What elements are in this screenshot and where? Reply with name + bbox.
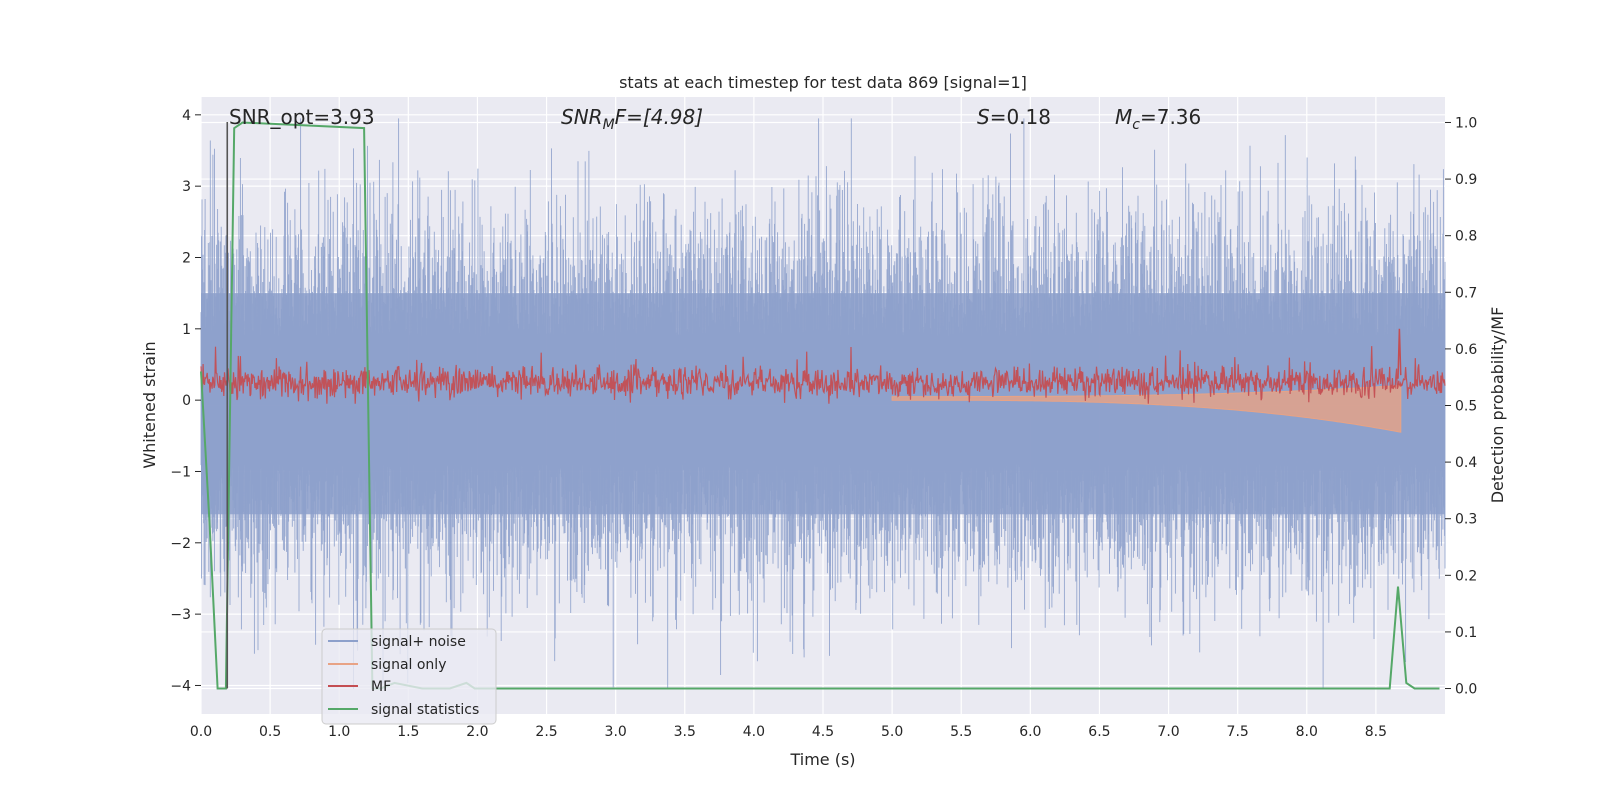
y-right-tick-label: 0.9 — [1455, 172, 1477, 188]
x-tick-label: 8.5 — [1365, 724, 1387, 740]
y-right-tick-label: 1.0 — [1455, 115, 1477, 131]
x-tick-label: 3.5 — [674, 724, 696, 740]
x-axis-label: Time (s) — [789, 750, 855, 769]
y-tick-label: 4 — [182, 108, 191, 124]
snr-mf-italic: SNR — [561, 105, 603, 129]
x-tick-label: 8.0 — [1296, 724, 1318, 740]
y-right-tick-label: 0.7 — [1455, 285, 1477, 301]
y-axis-label: Whitened strain — [140, 341, 159, 468]
legend-frame — [321, 628, 497, 725]
mc-italic: M — [1115, 105, 1132, 129]
y-right-tick-label: 0.1 — [1455, 625, 1477, 641]
y-right-tick-label: 0.5 — [1455, 399, 1477, 415]
x-tick-labels: 0.0 0.5 1.0 1.5 2.0 2.5 3.0 3.5 4.0 4.5 5.0 5.5 6.0 6… — [190, 724, 1387, 740]
x-tick-label: 5.0 — [881, 724, 903, 740]
x-tick-label: 0.5 — [259, 724, 281, 740]
legend-label-signal-noise: signal+ noise — [371, 634, 466, 650]
y-tick-label: 3 — [182, 179, 191, 195]
mc-subscript: c — [1132, 117, 1140, 133]
y-tick-label: −3 — [170, 607, 191, 623]
x-tick-label: 4.0 — [743, 724, 765, 740]
s-italic: S — [977, 105, 990, 129]
x-tick-label: 7.0 — [1157, 724, 1179, 740]
s-annotation: S=0.18 — [977, 105, 1051, 129]
y-right-tick-label: 0.8 — [1455, 229, 1477, 245]
x-tick-label: 2.0 — [466, 724, 488, 740]
x-tick-label: 1.5 — [397, 724, 419, 740]
y-right-tick-label: 0.2 — [1455, 568, 1477, 584]
y-tick-label: 2 — [182, 250, 191, 266]
signal-only-series — [891, 384, 1402, 433]
y-right-axis-label: Detection probability/MF — [1488, 307, 1507, 504]
mf-line — [200, 346, 1446, 404]
mc-annotation: Mc=7.36 — [1115, 105, 1201, 133]
mf-series — [200, 328, 1446, 404]
y-tick-label: −1 — [170, 464, 191, 480]
y-tick-label: 1 — [182, 322, 191, 338]
x-tick-label: 2.5 — [535, 724, 557, 740]
legend-label-signal-statistics: signal statistics — [371, 702, 479, 718]
y-tick-label: −2 — [170, 536, 191, 552]
y-tick-label: 0 — [182, 393, 191, 409]
y-tick-label: −4 — [170, 678, 191, 694]
y-right-tick-label: 0.6 — [1455, 342, 1477, 358]
s-value: =0.18 — [990, 105, 1051, 129]
mf-peak — [1397, 328, 1402, 379]
x-tick-label: 5.5 — [950, 724, 972, 740]
signal-only-line — [891, 384, 1402, 433]
x-tick-label: 6.5 — [1088, 724, 1110, 740]
chart-title: stats at each timestep for test data 869… — [619, 73, 1027, 92]
snr-mf-annotation: SNRMF=[4.98] — [561, 105, 703, 133]
mc-value: =7.36 — [1140, 105, 1201, 129]
snr-mf-value: F=[4.98] — [615, 105, 703, 129]
x-tick-label: 1.0 — [328, 724, 350, 740]
x-tick-label: 0.0 — [190, 724, 212, 740]
x-tick-label: 6.0 — [1019, 724, 1041, 740]
legend: signal+ noise signal only MF signal stat… — [321, 628, 497, 725]
y-right-tick-labels: 1.0 0.9 0.8 0.7 0.6 0.5 0.4 0.3 0.2 0.1 0.0 — [1445, 115, 1477, 698]
snr-opt-annotation: SNR_opt=3.93 — [229, 105, 375, 129]
y-right-tick-label: 0.3 — [1455, 512, 1477, 528]
x-tick-label: 3.0 — [605, 724, 627, 740]
snr-mf-subscript: M — [603, 117, 615, 133]
y-right-tick-label: 0.0 — [1455, 682, 1477, 698]
legend-label-signal-only: signal only — [371, 657, 446, 673]
y-tick-labels: 4 3 2 1 0 −1 −2 −3 −4 — [170, 108, 201, 694]
x-tick-label: 4.5 — [812, 724, 834, 740]
legend-label-mf: MF — [371, 679, 391, 695]
y-right-tick-label: 0.4 — [1455, 455, 1477, 471]
x-tick-label: 7.5 — [1227, 724, 1249, 740]
